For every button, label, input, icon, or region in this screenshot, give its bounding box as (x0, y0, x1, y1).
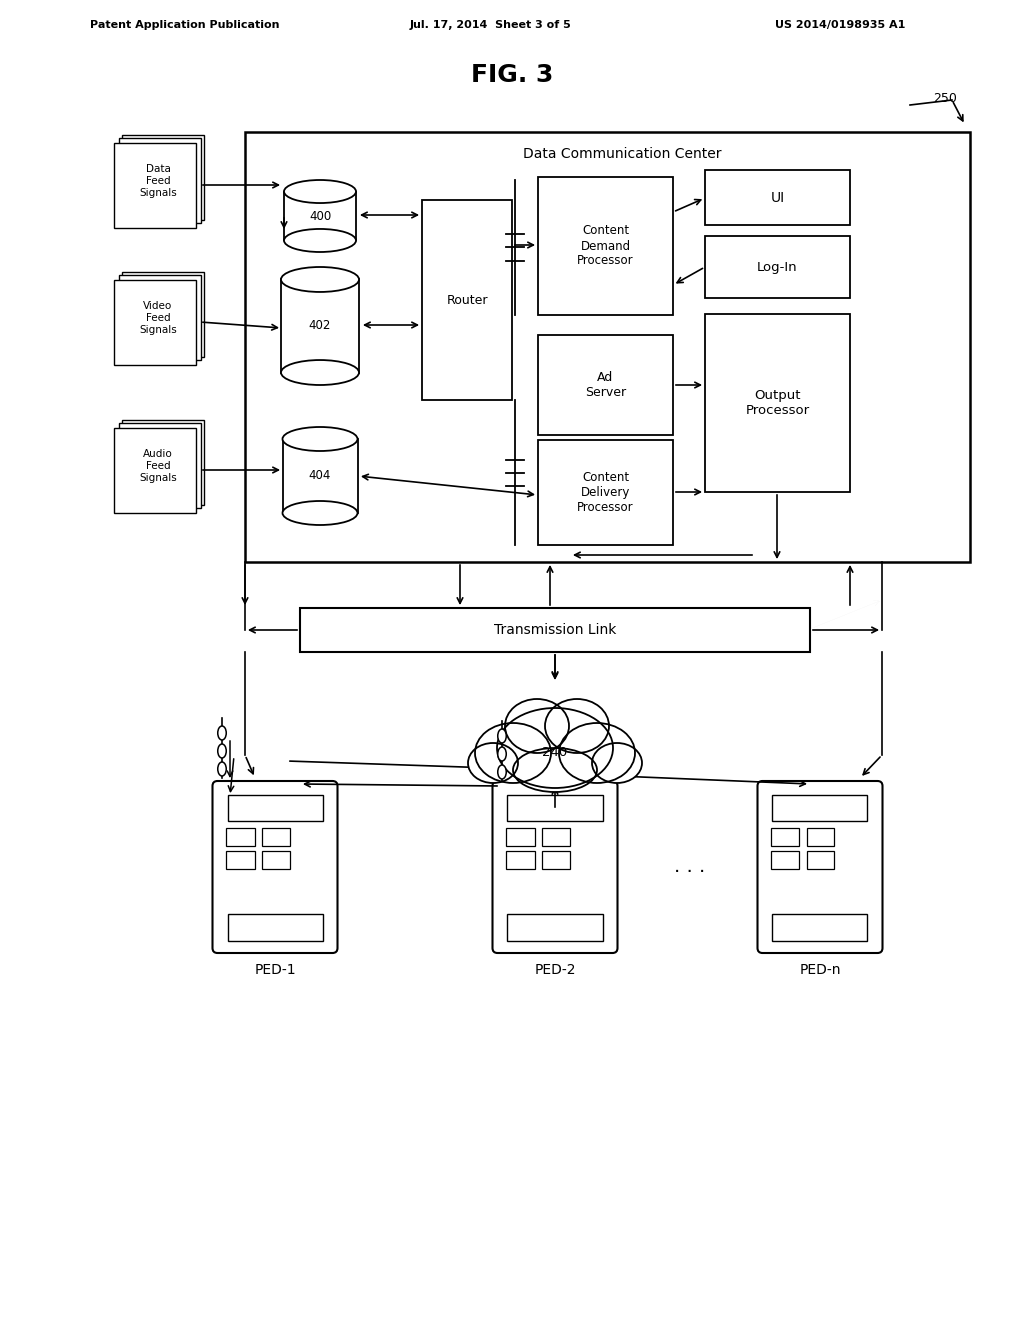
FancyBboxPatch shape (213, 781, 338, 953)
Bar (507, 851, 535, 869)
Text: UI: UI (770, 190, 784, 205)
Text: Ad
Server: Ad Server (585, 371, 626, 399)
Ellipse shape (218, 762, 226, 776)
Text: 404: 404 (309, 469, 331, 482)
Text: Output
Processor: Output Processor (745, 389, 810, 417)
Ellipse shape (281, 360, 359, 385)
Text: 400: 400 (309, 210, 331, 223)
Ellipse shape (475, 723, 551, 783)
Ellipse shape (498, 747, 506, 762)
Ellipse shape (281, 267, 359, 292)
Bar (508, 795, 602, 821)
Bar (705, 170, 850, 224)
Ellipse shape (284, 180, 356, 203)
Bar (226, 828, 255, 846)
Ellipse shape (505, 700, 569, 752)
Bar (705, 314, 850, 492)
Bar (261, 851, 290, 869)
Text: Data
Feed
Signals: Data Feed Signals (139, 165, 177, 198)
Bar (422, 201, 512, 400)
Bar (114, 280, 196, 364)
Ellipse shape (468, 743, 518, 783)
Bar (227, 913, 323, 941)
Bar (772, 913, 867, 941)
Ellipse shape (498, 766, 506, 779)
Text: 240: 240 (543, 747, 567, 759)
Bar (281, 267, 359, 372)
Bar (114, 428, 196, 512)
Text: Content
Demand
Processor: Content Demand Processor (578, 224, 634, 268)
Bar (538, 440, 673, 545)
Bar (114, 143, 196, 227)
Text: Patent Application Publication: Patent Application Publication (90, 20, 280, 30)
Bar (508, 913, 602, 941)
Bar (507, 828, 535, 846)
Text: . . .: . . . (675, 857, 706, 875)
Ellipse shape (513, 748, 597, 792)
Bar (542, 828, 569, 846)
Text: 250: 250 (933, 91, 957, 104)
Ellipse shape (497, 708, 613, 788)
Ellipse shape (498, 729, 506, 743)
Bar (119, 275, 201, 359)
Ellipse shape (559, 723, 635, 783)
Bar (771, 828, 800, 846)
Bar (772, 795, 867, 821)
Text: Audio
Feed
Signals: Audio Feed Signals (139, 449, 177, 483)
Ellipse shape (283, 502, 357, 525)
Bar (771, 851, 800, 869)
Bar (542, 851, 569, 869)
Bar (226, 851, 255, 869)
Bar (122, 420, 204, 504)
Bar (283, 426, 357, 513)
Bar (261, 828, 290, 846)
Text: PED-2: PED-2 (535, 964, 575, 977)
Bar (122, 272, 204, 356)
Text: Video
Feed
Signals: Video Feed Signals (139, 301, 177, 334)
Text: US 2014/0198935 A1: US 2014/0198935 A1 (775, 20, 905, 30)
Text: Jul. 17, 2014  Sheet 3 of 5: Jul. 17, 2014 Sheet 3 of 5 (410, 20, 570, 30)
Text: PED-1: PED-1 (254, 964, 296, 977)
Bar (705, 236, 850, 298)
Text: PED-n: PED-n (800, 964, 841, 977)
Ellipse shape (284, 228, 356, 252)
Ellipse shape (592, 743, 642, 783)
Ellipse shape (545, 700, 609, 752)
Ellipse shape (218, 726, 226, 741)
FancyBboxPatch shape (758, 781, 883, 953)
Bar (807, 851, 835, 869)
Bar (538, 335, 673, 436)
Text: Log-In: Log-In (757, 260, 798, 273)
Text: FIG. 3: FIG. 3 (471, 63, 553, 87)
Bar (119, 422, 201, 507)
Text: Router: Router (446, 293, 487, 306)
Bar (300, 609, 810, 652)
FancyBboxPatch shape (493, 781, 617, 953)
Text: Data Communication Center: Data Communication Center (522, 147, 721, 161)
Bar (245, 132, 970, 562)
Bar (284, 180, 356, 240)
Text: Transmission Link: Transmission Link (494, 623, 616, 638)
Bar (538, 177, 673, 315)
Bar (227, 795, 323, 821)
Text: Content
Delivery
Processor: Content Delivery Processor (578, 471, 634, 513)
Text: 402: 402 (309, 318, 331, 331)
Bar (807, 828, 835, 846)
Ellipse shape (218, 744, 226, 758)
Bar (122, 135, 204, 219)
Ellipse shape (283, 426, 357, 451)
Bar (119, 137, 201, 223)
